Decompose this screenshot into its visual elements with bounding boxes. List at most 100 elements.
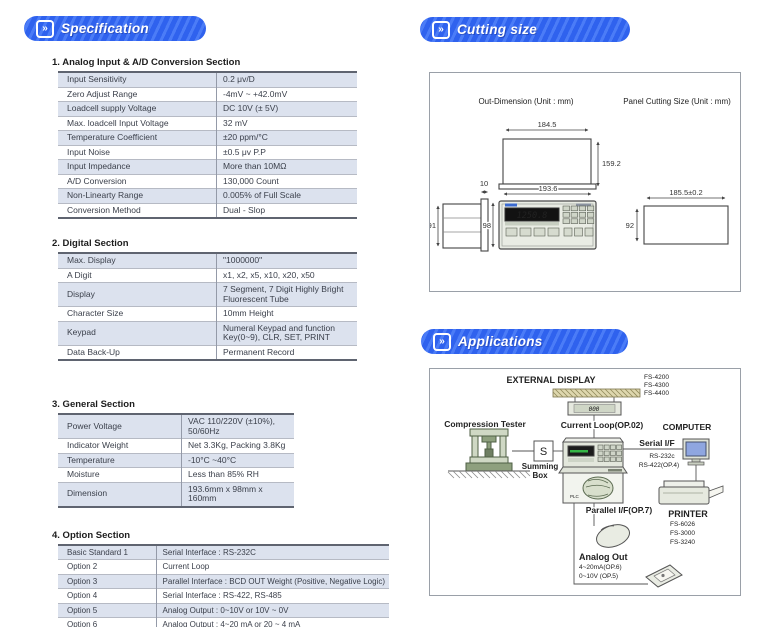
spec-row: Option 4 Serial Interface : RS-422, RS-48…	[58, 588, 389, 603]
double-chevron-icon: »	[432, 20, 450, 39]
spec-param-value: Serial Interface : RS-232C	[162, 547, 256, 557]
summing-box-label-2: Box	[532, 471, 548, 480]
front-label-strip	[505, 222, 559, 226]
spec-row: Max. Display "1000000"	[58, 253, 357, 268]
out-dimension-label: Out-Dimension (Unit : mm)	[478, 97, 573, 106]
dim-front-height: 98	[483, 221, 491, 230]
summing-box-label-1: Summing	[522, 462, 559, 471]
front-side-keys	[563, 227, 594, 237]
printer-model-2: FS-3000	[670, 530, 695, 537]
key-button	[570, 218, 578, 224]
indicator-icon	[558, 437, 628, 474]
key-button	[603, 456, 610, 462]
spec-row: Input Sensitivity 0.2 μv/D	[58, 72, 357, 87]
key-button	[587, 205, 595, 212]
key-button	[574, 227, 583, 237]
side-view-flange	[480, 198, 489, 252]
spec-table: Basic Standard 1 Serial Interface : RS-23…	[58, 543, 389, 627]
key-button	[578, 205, 586, 212]
spec-param-label: Data Back-Up	[58, 344, 217, 360]
spec-row: Dimension 193.6mm x 98mm x 160mm	[58, 481, 294, 507]
spec-param-value: 0.005% of Full Scale	[216, 188, 357, 203]
spec-row: Moisture Less than 85% RH	[58, 467, 294, 482]
monitor-icon	[682, 438, 710, 466]
key-button	[616, 450, 622, 456]
applications-diagram: EXTERNAL DISPLAY FS-4200 FS-4300 FS-4400…	[444, 374, 724, 588]
spec-row: Basic Standard 1 Serial Interface : RS-23…	[58, 544, 389, 560]
cutting-size-banner: » Cutting size	[420, 17, 630, 42]
applications-box: EXTERNAL DISPLAY FS-4200 FS-4300 FS-4400…	[429, 368, 741, 596]
spec-row: Loadcell supply Voltage DC 10V (± 5V)	[58, 101, 357, 116]
spec-param-value: Numeral Keypad and function Key(0~9), CL…	[216, 320, 357, 345]
external-display-value: 000	[589, 406, 600, 413]
current-loop-label: Current Loop(OP.02)	[561, 420, 644, 430]
spec-param-label: Max. Display	[58, 253, 217, 268]
spec-param-value: ±20 ppm/°C	[216, 130, 357, 145]
compression-tester-icon	[447, 428, 531, 479]
spec-param-label: Option 5	[58, 602, 157, 618]
top-view-body	[502, 138, 592, 185]
spec-row: Power Voltage VAC 110/220V (±10%), 50/60H…	[58, 414, 294, 439]
spec-param-value: 130,000 Count	[216, 173, 357, 189]
printer-model-1: FS-6026	[670, 521, 695, 528]
spec-param-label: Loadcell supply Voltage	[58, 101, 217, 116]
spec-section-title: 2. Digital Section	[52, 238, 129, 249]
dim-panel-height: 92	[626, 221, 634, 230]
analog-out-line-1: 4~20mA(OP.6)	[579, 564, 622, 571]
key-button	[562, 212, 570, 218]
spec-param-label: Character Size	[58, 306, 217, 321]
spec-table: Power Voltage VAC 110/220V (±10%), 50/60H…	[58, 413, 294, 508]
spec-row: Temperature -10°C ~40°C	[58, 452, 294, 468]
spec-param-label: Input Noise	[58, 144, 217, 160]
spec-param-value: 10mm Height	[216, 306, 357, 321]
dim-side-height: 91	[430, 221, 436, 230]
spec-param-value: 0.2 μv/D	[223, 74, 255, 84]
spec-param-value: VAC 110/220V (±10%), 50/60Hz	[188, 416, 276, 436]
key-button	[616, 444, 622, 450]
spec-row: Indicator Weight Net 3.3Kg, Packing 3.8Kg	[58, 438, 294, 453]
ext-model-2: FS-4300	[644, 382, 669, 389]
spec-param-label: Dimension	[58, 481, 182, 507]
spec-section: 2. Digital Section Max. Display "1000000" A…	[24, 238, 416, 361]
double-chevron-icon: »	[433, 332, 451, 351]
spec-param-label: Option 6	[58, 617, 157, 627]
spec-param-value: x1, x2, x5, x10, x20, x50	[216, 267, 357, 283]
spec-param-label: Moisture	[58, 467, 182, 482]
spec-param-label: Power Voltage	[58, 414, 182, 439]
spec-section-title: 3. General Section	[52, 399, 135, 410]
spec-param-value: Dual - Slop	[216, 202, 357, 218]
spec-param-label: Temperature Coefficient	[58, 130, 217, 145]
dim-panel-width: 185.5±0.2	[669, 188, 702, 197]
panel-cutting-label: Panel Cutting Size (Unit : mm)	[623, 97, 731, 106]
spec-param-value: -10°C ~40°C	[181, 452, 294, 468]
key-button	[597, 456, 604, 462]
key-button	[563, 227, 573, 237]
applications-title: Applications	[458, 334, 543, 349]
spec-row: Conversion Method Dual - Slop	[58, 202, 357, 218]
spec-param-label: Indicator Weight	[58, 438, 182, 453]
key-button	[578, 212, 586, 218]
spec-param-label: Zero Adjust Range	[58, 86, 217, 102]
external-display-label: EXTERNAL DISPLAY	[506, 375, 595, 385]
spec-param-label: Keypad	[58, 320, 217, 345]
spec-param-label: Display	[58, 282, 217, 307]
spec-row: A Digit x1, x2, x5, x10, x20, x50	[58, 267, 357, 283]
key-button	[570, 212, 578, 218]
spec-row: Temperature Coefficient ±20 ppm/°C	[58, 130, 357, 145]
spec-table: Max. Display "1000000" A Digit x1, x2, x5, …	[58, 252, 357, 361]
key-button	[597, 450, 604, 456]
cutting-size-box: Out-Dimension (Unit : mm) Panel Cutting …	[426, 72, 741, 292]
spec-param-value: "1000000"	[223, 255, 263, 265]
spec-row: Keypad Numeral Keypad and function Key(0~…	[58, 320, 357, 345]
spec-param-value: ±0.5 μv P.P	[216, 144, 357, 160]
spec-param-value: Parallel Interface : BCD OUT Weight (Pos…	[156, 573, 389, 589]
spec-param-value: -4mV ~ +42.0mV	[216, 86, 357, 102]
compression-tester-label: Compression Tester	[444, 419, 526, 429]
front-display-window	[504, 207, 560, 222]
spec-param-label: A Digit	[58, 267, 217, 283]
key-button	[519, 227, 532, 237]
key-button	[578, 218, 586, 224]
computer-label: COMPUTER	[663, 422, 712, 432]
key-button	[584, 227, 594, 237]
spec-table: Input Sensitivity 0.2 μv/D Zero Adjust Ran…	[58, 71, 357, 219]
